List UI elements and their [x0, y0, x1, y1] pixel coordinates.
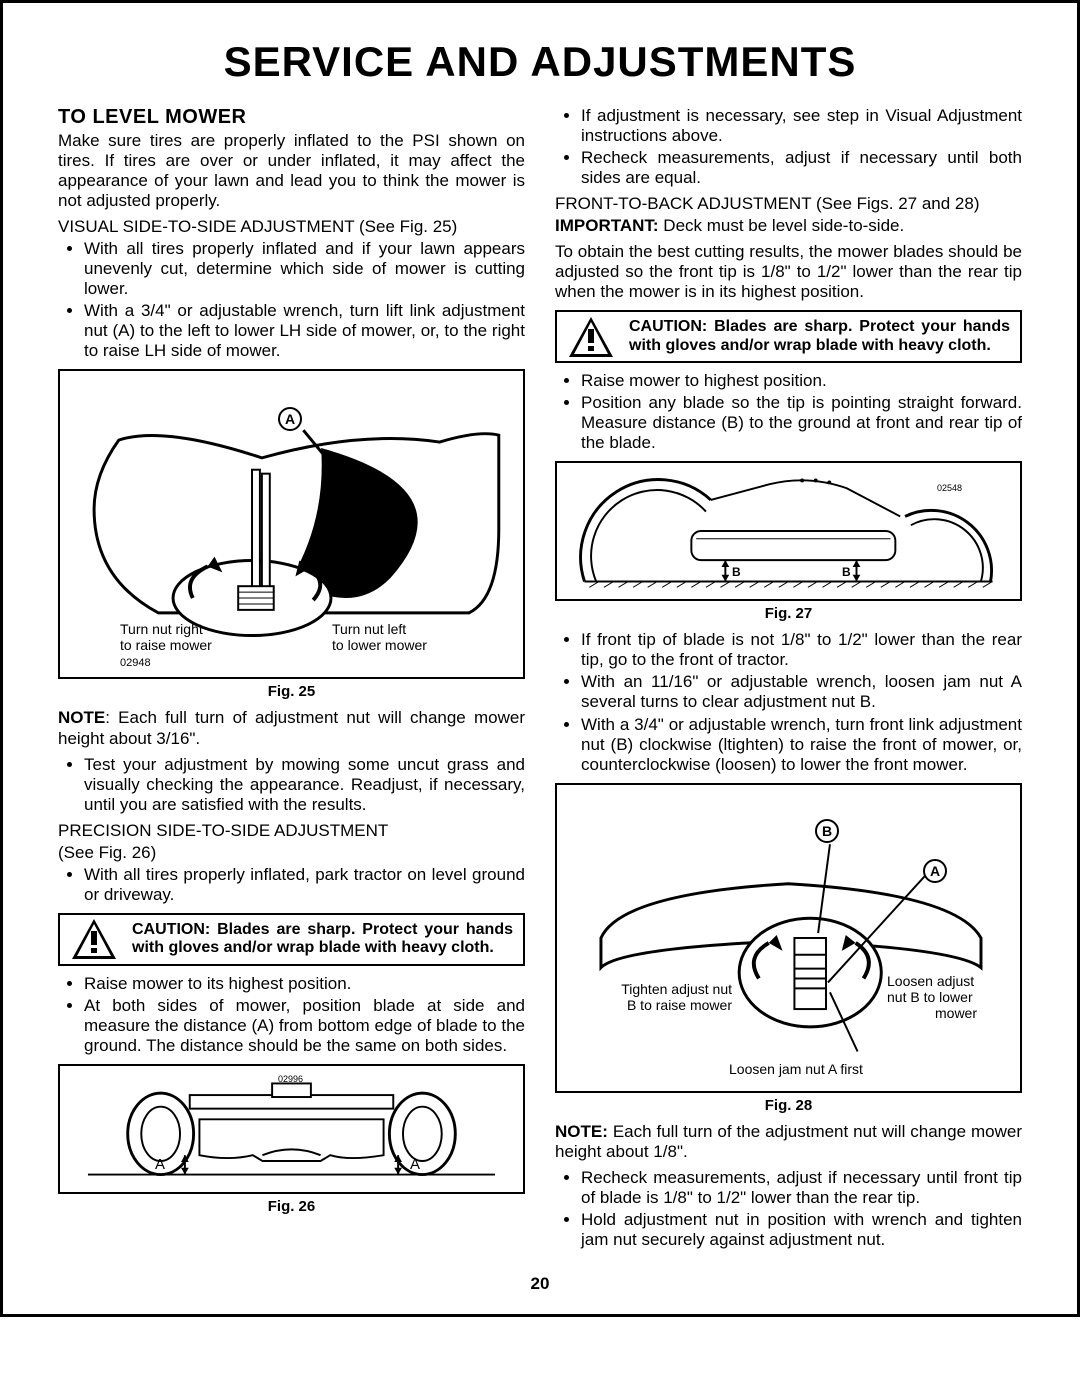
figure-caption: Fig. 26 [58, 1198, 525, 1215]
left-column: TO LEVEL MOWER Make sure tires are prope… [58, 106, 525, 1256]
subheading: (See Fig. 26) [58, 843, 525, 863]
note-lead: NOTE [58, 708, 105, 727]
figure-27: B B 02548 [555, 461, 1022, 601]
bullet-list: Raise mower to its highest position. At … [58, 974, 525, 1056]
caution-text: CAUTION: Blades are sharp. Protect your … [625, 312, 1020, 361]
section-heading: TO LEVEL MOWER [58, 106, 525, 129]
part-number: 02948 [120, 657, 151, 669]
bullet-list: With all tires properly inflated and if … [58, 239, 525, 361]
callout-B: B [815, 819, 839, 843]
list-item: With a 3/4" or adjustable wrench, turn l… [84, 301, 525, 361]
subheading: VISUAL SIDE-TO-SIDE ADJUSTMENT (See Fig.… [58, 217, 525, 237]
list-item: With a 3/4" or adjustable wrench, turn f… [581, 715, 1022, 775]
warning-icon [60, 915, 128, 964]
fig-text: nut B to lower [887, 989, 973, 1005]
caution-box: CAUTION: Blades are sharp. Protect your … [555, 310, 1022, 363]
fig-text: B to raise mower [607, 997, 732, 1013]
warning-icon [557, 312, 625, 361]
callout-B: B [732, 565, 741, 579]
part-number: 02996 [278, 1074, 303, 1084]
list-item: With an 11/16" or adjustable wrench, loo… [581, 672, 1022, 712]
body-text: Make sure tires are properly inflated to… [58, 131, 525, 211]
caution-box: CAUTION: Blades are sharp. Protect your … [58, 913, 525, 966]
fig-text: Tighten adjust nut [607, 981, 732, 997]
figure-caption: Fig. 27 [555, 605, 1022, 622]
fig-text: to raise mower [120, 637, 212, 653]
part-number: 02548 [937, 483, 962, 493]
list-item: If front tip of blade is not 1/8" to 1/2… [581, 630, 1022, 670]
figure-26: A A 02996 [58, 1064, 525, 1194]
note-body: : Each full turn of adjustment nut will … [58, 708, 525, 747]
bullet-list: Test your adjustment by mowing some uncu… [58, 755, 525, 815]
list-item: With all tires properly inflated, park t… [84, 865, 525, 905]
caution-text: CAUTION: Blades are sharp. Protect your … [128, 915, 523, 964]
callout-A: A [923, 859, 947, 883]
body-text: To obtain the best cutting results, the … [555, 242, 1022, 302]
note-lead: NOTE: [555, 1122, 608, 1141]
subheading: PRECISION SIDE-TO-SIDE ADJUSTMENT [58, 821, 525, 841]
bullet-list: With all tires properly inflated, park t… [58, 865, 525, 905]
list-item: Raise mower to its highest position. [84, 974, 525, 994]
figure-26-svg [60, 1066, 523, 1192]
note-text: NOTE: Each full turn of adjustment nut w… [58, 708, 525, 748]
bullet-list: Raise mower to highest position. Positio… [555, 371, 1022, 453]
two-column-layout: TO LEVEL MOWER Make sure tires are prope… [58, 106, 1022, 1256]
list-item: Hold adjustment nut in position with wre… [581, 1210, 1022, 1250]
list-item: If adjustment is necessary, see step in … [581, 106, 1022, 146]
list-item: Raise mower to highest position. [581, 371, 1022, 391]
figure-caption: Fig. 25 [58, 683, 525, 700]
page-number: 20 [58, 1274, 1022, 1294]
list-item: Position any blade so the tip is pointin… [581, 393, 1022, 453]
list-item: Recheck measurements, adjust if necessar… [581, 1168, 1022, 1208]
list-item: Recheck measurements, adjust if necessar… [581, 148, 1022, 188]
callout-B: B [842, 565, 851, 579]
figure-25: A Turn nut right to raise mower Turn nut… [58, 369, 525, 679]
important-lead: IMPORTANT: [555, 216, 659, 235]
fig-text: to lower mower [332, 637, 427, 653]
figure-28-svg [557, 785, 1020, 1091]
callout-A: A [155, 1156, 165, 1173]
subheading: FRONT-TO-BACK ADJUSTMENT (See Figs. 27 a… [555, 194, 1022, 214]
list-item: At both sides of mower, position blade a… [84, 996, 525, 1056]
fig-text: Turn nut right [120, 621, 203, 637]
list-item: With all tires properly inflated and if … [84, 239, 525, 299]
bullet-list: If front tip of blade is not 1/8" to 1/2… [555, 630, 1022, 774]
fig-text: Loosen jam nut A first [729, 1061, 863, 1077]
right-column: If adjustment is necessary, see step in … [555, 106, 1022, 1256]
important-text: IMPORTANT: Deck must be level side-to-si… [555, 216, 1022, 236]
note-body: Each full turn of the adjustment nut wil… [555, 1122, 1022, 1161]
fig-text: mower [935, 1005, 977, 1021]
callout-A: A [410, 1156, 420, 1173]
important-body: Deck must be level side-to-side. [659, 216, 905, 235]
figure-caption: Fig. 28 [555, 1097, 1022, 1114]
note-text: NOTE: Each full turn of the adjustment n… [555, 1122, 1022, 1162]
fig-text: Loosen adjust [887, 973, 974, 989]
fig-text: Turn nut left [332, 621, 406, 637]
bullet-list: Recheck measurements, adjust if necessar… [555, 1168, 1022, 1250]
figure-28: B A Tighten adjust nut B to raise mower … [555, 783, 1022, 1093]
page: SERVICE AND ADJUSTMENTS TO LEVEL MOWER M… [0, 0, 1080, 1317]
list-item: Test your adjustment by mowing some uncu… [84, 755, 525, 815]
page-title: SERVICE AND ADJUSTMENTS [58, 38, 1022, 86]
bullet-list: If adjustment is necessary, see step in … [555, 106, 1022, 188]
